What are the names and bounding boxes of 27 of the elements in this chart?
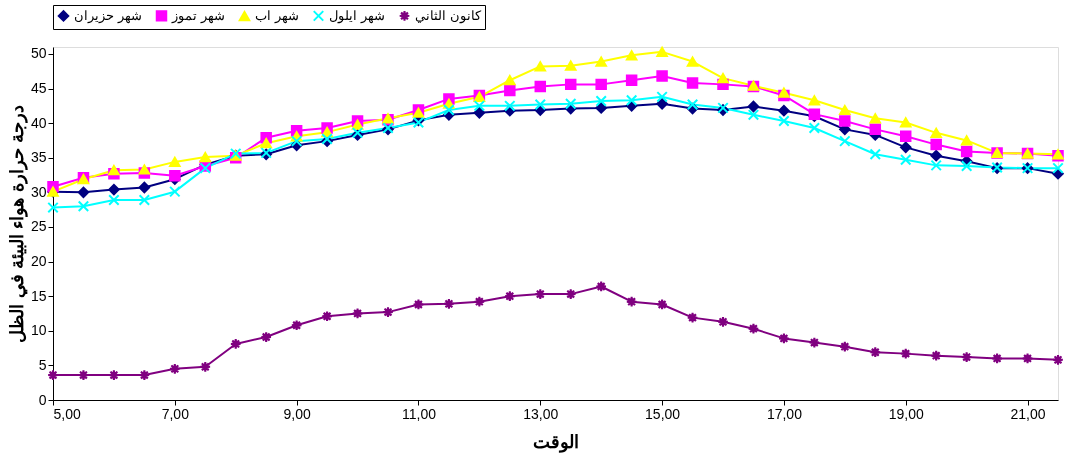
legend-label: شهر تموز [171,7,225,24]
x-tick-label: 13,00 [523,405,559,422]
y-tick-label: 20 [30,253,47,270]
x-tick-label: 21,00 [1010,405,1046,422]
legend-label: شهر ايلول [329,7,385,24]
x-tick-label: 19,00 [888,405,924,422]
x-axis-title: الوقت [533,431,579,453]
y-tick-label: 35 [30,149,47,166]
y-tick-label: 50 [30,45,47,62]
y-tick-label: 0 [38,391,47,408]
y-tick-label: 40 [30,114,47,131]
y-tick-label: 45 [30,80,47,97]
x-tick-label: 15,00 [645,405,681,422]
y-axis-title: درجة حرارة هواء البيئة في الظل [6,105,28,343]
x-tick-label: 5,00 [53,405,81,422]
y-tick-label: 25 [30,218,47,235]
x-tick-label: 17,00 [766,405,803,422]
x-tick-label: 7,00 [161,405,190,422]
x-tick-label: 11,00 [401,405,437,422]
x-tick-label: 9,00 [283,405,311,422]
legend-label: شهر اب [255,8,299,25]
y-tick-label: 15 [30,287,47,304]
legend-label: كانون الثاني [415,7,482,24]
y-tick-label: 10 [30,322,47,339]
legend-label: شهر حزيران [74,7,142,24]
y-tick-label: 5 [38,356,47,373]
y-tick-label: 30 [30,183,47,200]
